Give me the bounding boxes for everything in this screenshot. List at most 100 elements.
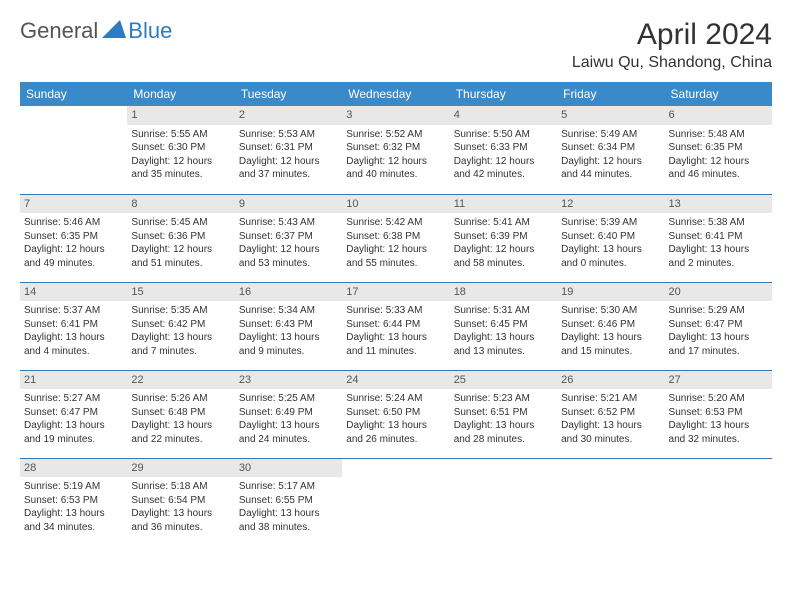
day-info: Sunrise: 5:18 AMSunset: 6:54 PMDaylight:… [131, 480, 230, 534]
calendar-cell [342, 458, 449, 546]
day-number: 26 [557, 371, 664, 390]
calendar-cell: 14 Sunrise: 5:37 AMSunset: 6:41 PMDayligh… [20, 282, 127, 370]
day-info: Sunrise: 5:29 AMSunset: 6:47 PMDaylight:… [669, 304, 768, 358]
weekday-header: Sunday [20, 82, 127, 106]
day-number: 6 [665, 106, 772, 125]
day-number: 11 [450, 195, 557, 214]
calendar-cell: 2Sunrise: 5:53 AMSunset: 6:31 PMDaylight… [235, 106, 342, 194]
day-info: Sunrise: 5:21 AMSunset: 6:52 PMDaylight:… [561, 392, 660, 446]
calendar-cell: 13 Sunrise: 5:38 AMSunset: 6:41 PMDayligh… [665, 194, 772, 282]
day-number: 23 [235, 371, 342, 390]
day-info: Sunrise: 5:34 AMSunset: 6:43 PMDaylight:… [239, 304, 338, 358]
day-number: 28 [20, 459, 127, 478]
weekday-header: Saturday [665, 82, 772, 106]
header: General Blue April 2024 Laiwu Qu, Shando… [20, 18, 772, 72]
day-info: Sunrise: 5:20 AMSunset: 6:53 PMDaylight:… [669, 392, 768, 446]
day-info: Sunrise: 5:43 AMSunset: 6:37 PMDaylight:… [239, 216, 338, 270]
day-info: Sunrise: 5:48 AMSunset: 6:35 PMDaylight:… [669, 128, 768, 182]
weekday-header: Monday [127, 82, 234, 106]
calendar-cell: 24 Sunrise: 5:24 AMSunset: 6:50 PMDayligh… [342, 370, 449, 458]
calendar-cell: 29 Sunrise: 5:18 AMSunset: 6:54 PMDayligh… [127, 458, 234, 546]
weekday-header: Friday [557, 82, 664, 106]
calendar-cell: 12Sunrise: 5:39 AMSunset: 6:40 PMDayligh… [557, 194, 664, 282]
day-number: 5 [557, 106, 664, 125]
day-info: Sunrise: 5:27 AMSunset: 6:47 PMDaylight:… [24, 392, 123, 446]
weekday-header: Wednesday [342, 82, 449, 106]
calendar-cell: 15 Sunrise: 5:35 AMSunset: 6:42 PMDayligh… [127, 282, 234, 370]
day-number: 14 [20, 283, 127, 302]
day-number: 24 [342, 371, 449, 390]
calendar-row: 28 Sunrise: 5:19 AMSunset: 6:53 PMDayligh… [20, 458, 772, 546]
day-info: Sunrise: 5:26 AMSunset: 6:48 PMDaylight:… [131, 392, 230, 446]
day-info: Sunrise: 5:46 AMSunset: 6:35 PMDaylight:… [24, 216, 123, 270]
calendar-cell [20, 106, 127, 194]
day-info: Sunrise: 5:19 AMSunset: 6:53 PMDaylight:… [24, 480, 123, 534]
day-number: 10 [342, 195, 449, 214]
day-info: Sunrise: 5:17 AMSunset: 6:55 PMDaylight:… [239, 480, 338, 534]
day-number: 15 [127, 283, 234, 302]
day-info: Sunrise: 5:37 AMSunset: 6:41 PMDaylight:… [24, 304, 123, 358]
calendar-row: 7Sunrise: 5:46 AMSunset: 6:35 PMDaylight… [20, 194, 772, 282]
day-info: Sunrise: 5:49 AMSunset: 6:34 PMDaylight:… [561, 128, 660, 182]
day-info: Sunrise: 5:52 AMSunset: 6:32 PMDaylight:… [346, 128, 445, 182]
day-number: 8 [127, 195, 234, 214]
day-info: Sunrise: 5:23 AMSunset: 6:51 PMDaylight:… [454, 392, 553, 446]
day-info: Sunrise: 5:31 AMSunset: 6:45 PMDaylight:… [454, 304, 553, 358]
day-info: Sunrise: 5:25 AMSunset: 6:49 PMDaylight:… [239, 392, 338, 446]
calendar-cell: 25 Sunrise: 5:23 AMSunset: 6:51 PMDayligh… [450, 370, 557, 458]
day-info: Sunrise: 5:24 AMSunset: 6:50 PMDaylight:… [346, 392, 445, 446]
calendar-cell: 17Sunrise: 5:33 AMSunset: 6:44 PMDayligh… [342, 282, 449, 370]
day-number: 21 [20, 371, 127, 390]
day-number: 20 [665, 283, 772, 302]
calendar-cell: 11Sunrise: 5:41 AMSunset: 6:39 PMDayligh… [450, 194, 557, 282]
calendar-cell: 7Sunrise: 5:46 AMSunset: 6:35 PMDaylight… [20, 194, 127, 282]
day-number: 18 [450, 283, 557, 302]
location: Laiwu Qu, Shandong, China [572, 54, 772, 72]
logo-text-blue: Blue [128, 18, 172, 44]
calendar-row: 14 Sunrise: 5:37 AMSunset: 6:41 PMDayligh… [20, 282, 772, 370]
day-info: Sunrise: 5:38 AMSunset: 6:41 PMDaylight:… [669, 216, 768, 270]
logo: General Blue [20, 18, 172, 44]
calendar-table: SundayMondayTuesdayWednesdayThursdayFrid… [20, 82, 772, 546]
day-info: Sunrise: 5:35 AMSunset: 6:42 PMDaylight:… [131, 304, 230, 358]
calendar-cell: 8Sunrise: 5:45 AMSunset: 6:36 PMDaylight… [127, 194, 234, 282]
weekday-header: Tuesday [235, 82, 342, 106]
calendar-cell: 30 Sunrise: 5:17 AMSunset: 6:55 PMDayligh… [235, 458, 342, 546]
calendar-cell: 10Sunrise: 5:42 AMSunset: 6:38 PMDayligh… [342, 194, 449, 282]
calendar-cell: 19 Sunrise: 5:30 AMSunset: 6:46 PMDayligh… [557, 282, 664, 370]
calendar-cell: 4 Sunrise: 5:50 AMSunset: 6:33 PMDaylight… [450, 106, 557, 194]
calendar-cell: 6 Sunrise: 5:48 AMSunset: 6:35 PMDaylight… [665, 106, 772, 194]
calendar-cell: 21 Sunrise: 5:27 AMSunset: 6:47 PMDayligh… [20, 370, 127, 458]
day-number: 19 [557, 283, 664, 302]
weekday-header: Thursday [450, 82, 557, 106]
weekday-header-row: SundayMondayTuesdayWednesdayThursdayFrid… [20, 82, 772, 106]
day-info: Sunrise: 5:55 AMSunset: 6:30 PMDaylight:… [131, 128, 230, 182]
day-number: 9 [235, 195, 342, 214]
day-number: 16 [235, 283, 342, 302]
day-number: 4 [450, 106, 557, 125]
calendar-cell: 23 Sunrise: 5:25 AMSunset: 6:49 PMDayligh… [235, 370, 342, 458]
logo-triangle-icon [102, 20, 126, 43]
day-info: Sunrise: 5:39 AMSunset: 6:40 PMDaylight:… [561, 216, 660, 270]
day-number: 29 [127, 459, 234, 478]
calendar-cell: 3Sunrise: 5:52 AMSunset: 6:32 PMDaylight… [342, 106, 449, 194]
calendar-cell: 9 Sunrise: 5:43 AMSunset: 6:37 PMDaylight… [235, 194, 342, 282]
day-number: 17 [342, 283, 449, 302]
day-number: 1 [127, 106, 234, 125]
day-number: 13 [665, 195, 772, 214]
day-number: 25 [450, 371, 557, 390]
day-number: 22 [127, 371, 234, 390]
calendar-cell: 22 Sunrise: 5:26 AMSunset: 6:48 PMDayligh… [127, 370, 234, 458]
calendar-body: 1 Sunrise: 5:55 AMSunset: 6:30 PMDaylight… [20, 106, 772, 546]
day-info: Sunrise: 5:50 AMSunset: 6:33 PMDaylight:… [454, 128, 553, 182]
calendar-cell [557, 458, 664, 546]
month-title: April 2024 [572, 18, 772, 52]
day-number: 30 [235, 459, 342, 478]
day-info: Sunrise: 5:30 AMSunset: 6:46 PMDaylight:… [561, 304, 660, 358]
logo-text-general: General [20, 18, 98, 44]
calendar-cell: 27 Sunrise: 5:20 AMSunset: 6:53 PMDayligh… [665, 370, 772, 458]
day-number: 27 [665, 371, 772, 390]
day-info: Sunrise: 5:53 AMSunset: 6:31 PMDaylight:… [239, 128, 338, 182]
calendar-row: 21 Sunrise: 5:27 AMSunset: 6:47 PMDayligh… [20, 370, 772, 458]
calendar-cell: 1 Sunrise: 5:55 AMSunset: 6:30 PMDaylight… [127, 106, 234, 194]
